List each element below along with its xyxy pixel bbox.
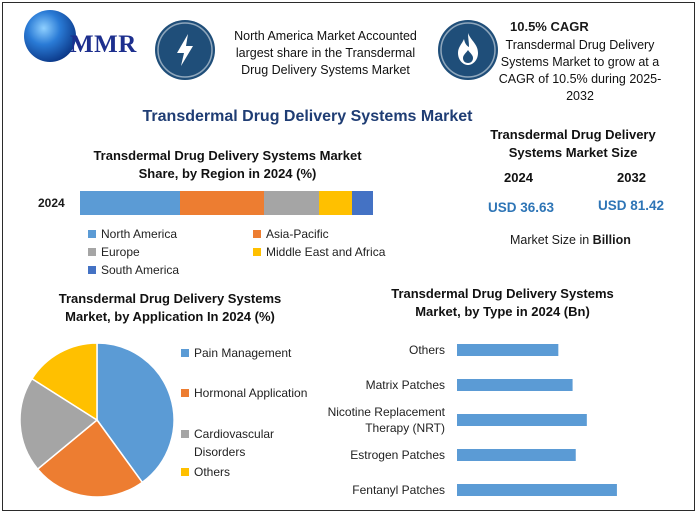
type-bar — [457, 449, 576, 461]
region-bar-segment-europe — [264, 191, 319, 215]
pie-slice-pain-management — [96, 342, 175, 484]
application-pie-chart — [19, 342, 175, 498]
type-bar-category-label: Estrogen Patches — [350, 448, 445, 462]
region-legend-label: Asia-Pacific — [266, 227, 329, 241]
header-card2-text: Transdermal Drug Delivery Systems Market… — [495, 37, 665, 105]
pie-legend-label: Hormonal Application — [194, 386, 308, 400]
pie-slice-others — [30, 342, 98, 422]
region-bar-segment-asia-pacific — [179, 191, 265, 215]
market-size-year-2024: 2024 — [504, 170, 533, 185]
header-card-north-america — [183, 18, 431, 82]
region-legend-item: North America — [88, 227, 177, 241]
market-size-title: Transdermal Drug Delivery Systems Market… — [468, 126, 678, 162]
pie-legend-label: Others — [194, 465, 231, 479]
market-size-unit: Market Size in Billion — [510, 233, 631, 247]
region-bar-segment-middle-east-and-africa — [318, 191, 352, 215]
application-chart-title-line1: Transdermal Drug Delivery Systems — [58, 291, 282, 306]
region-legend-swatch — [88, 230, 96, 238]
brand-logo-text: MMR — [70, 31, 137, 58]
flame-icon — [438, 20, 498, 80]
pie-slice-hormonal-application — [36, 418, 144, 498]
pie-legend-swatch — [181, 468, 189, 476]
type-chart-title: Transdermal Drug Delivery Systems Market… — [365, 285, 640, 321]
region-legend-swatch — [253, 230, 261, 238]
cagr-headline: 10.5% CAGR — [510, 19, 589, 34]
region-bar-segment-south-america — [351, 191, 373, 215]
region-legend-item: Middle East and Africa — [253, 245, 385, 259]
pie-legend-label: Cardiovascular Disorders — [194, 425, 274, 461]
type-bar — [457, 379, 573, 391]
pie-legend-cardiovascular-disorders: Cardiovascular Disorders — [181, 425, 274, 461]
region-stacked-bar — [80, 191, 373, 215]
market-size-year-2032: 2032 — [617, 170, 646, 185]
pie-legend-hormonal-application: Hormonal Application — [181, 386, 307, 400]
market-size-unit-bold: Billion — [592, 233, 631, 247]
region-chart-title: Transdermal Drug Delivery Systems Market… — [75, 147, 380, 183]
market-size-title-line2: Systems Market Size — [508, 145, 638, 160]
region-legend-swatch — [88, 266, 96, 274]
type-bar-category-label: Fentanyl Patches — [352, 483, 445, 497]
region-legend-swatch — [88, 248, 96, 256]
region-legend-item: Asia-Pacific — [253, 227, 329, 241]
pie-legend-label: Pain Management — [194, 346, 292, 360]
page-title: Transdermal Drug Delivery Systems Market — [142, 108, 473, 125]
header-card2-line3: CAGR of 10.5% during 2025- — [498, 72, 662, 86]
globe-logo-icon — [24, 10, 76, 62]
pie-slice-cardiovascular-disorders — [19, 377, 99, 471]
type-bar-category-label: Others — [409, 343, 445, 357]
application-chart-title-line2: Market, by Application In 2024 (%) — [65, 309, 275, 324]
type-bar-category-label: Matrix Patches — [366, 378, 445, 392]
type-bar-category-label: Therapy (NRT) — [365, 421, 445, 435]
header-card2-line2: Systems Market to grow at a — [500, 55, 660, 69]
pie-legend-others: Others — [181, 465, 230, 479]
type-bar — [457, 344, 559, 356]
pie-legend-swatch — [181, 389, 189, 397]
pie-legend-swatch — [181, 349, 189, 357]
region-bar-category-label: 2024 — [38, 196, 65, 210]
region-legend-swatch — [253, 248, 261, 256]
market-size-value-2032: USD 81.42 — [598, 198, 665, 213]
pie-legend-label-line1: Cardiovascular — [194, 427, 275, 441]
market-size-unit-prefix: Market Size in — [510, 233, 593, 247]
region-bar-segment-north-america — [80, 191, 180, 215]
type-bar-category-label: Nicotine Replacement — [328, 405, 446, 419]
type-bar — [457, 484, 617, 496]
region-chart-title-line1: Transdermal Drug Delivery Systems Market — [93, 148, 362, 163]
type-bar-chart: Others Matrix Patches Nicotine Replacement… — [328, 343, 617, 497]
region-legend-label: Middle East and Africa — [266, 245, 386, 259]
region-legend-item: Europe — [88, 245, 140, 259]
type-chart-title-line1: Transdermal Drug Delivery Systems — [391, 286, 614, 301]
header-card1-line2: largest share in the Transdermal — [235, 46, 416, 60]
market-size-title-line1: Transdermal Drug Delivery — [490, 127, 656, 142]
region-legend-label: North America — [101, 227, 178, 241]
region-legend-label: South America — [101, 263, 180, 277]
pie-legend-pain-management: Pain Management — [181, 346, 291, 360]
type-bar — [457, 414, 587, 426]
application-chart-title: Transdermal Drug Delivery Systems Market… — [25, 290, 315, 326]
type-chart-title-line2: Market, by Type in 2024 (Bn) — [415, 304, 590, 319]
lightning-icon — [155, 20, 215, 80]
region-chart-title-line2: Share, by Region in 2024 (%) — [138, 166, 317, 181]
header-card2-line1: Transdermal Drug Delivery — [505, 38, 655, 52]
region-legend-label: Europe — [101, 245, 140, 259]
region-legend-item: South America — [88, 263, 179, 277]
header-card1-text: North America Market Accounted largest s… — [218, 28, 433, 79]
header-card1-line3: Drug Delivery Systems Market — [241, 63, 410, 77]
market-size-value-2024: USD 36.63 — [488, 200, 555, 215]
header-card2-line4: 2032 — [566, 89, 594, 103]
header-card1-line1: North America Market Accounted — [234, 29, 417, 43]
pie-legend-swatch — [181, 430, 189, 438]
pie-legend-label-line2: Disorders — [194, 445, 246, 459]
